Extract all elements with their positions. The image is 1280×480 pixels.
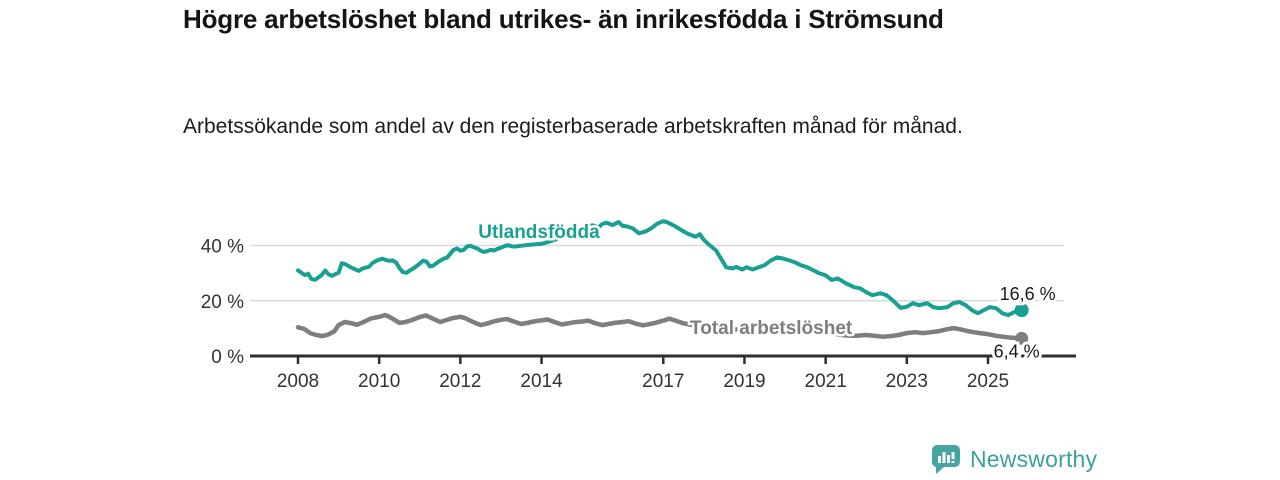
y-axis-tick-label: 20 %	[201, 292, 244, 313]
brand-footer: Newsworthy	[931, 444, 1097, 474]
series-end-dot	[1014, 303, 1029, 318]
x-axis-tick-label: 2010	[358, 371, 400, 392]
x-axis-tick-label: 2023	[886, 371, 928, 392]
x-axis-tick-label: 2017	[642, 371, 684, 392]
newsworthy-logo-icon	[931, 445, 960, 474]
series-end-value-label: 16,6 %	[1000, 284, 1056, 304]
brand-name: Newsworthy	[970, 445, 1098, 472]
x-axis-tick-label: 2008	[277, 371, 319, 392]
series-end-value-label: 6,4 %	[994, 341, 1040, 361]
series-line-utlandsfodda	[296, 219, 1024, 318]
series-name-label: Utlandsfödda	[478, 222, 600, 243]
series-name-label: Total arbetslöshet	[690, 318, 853, 339]
series-end-dot	[1015, 331, 1029, 345]
x-axis-tick-label: 2025	[967, 371, 1009, 392]
x-axis-tick-label: 2014	[520, 371, 563, 392]
y-axis-tick-label: 0 %	[211, 347, 244, 368]
x-axis-tick-label: 2019	[723, 371, 765, 392]
x-axis-tick-label: 2021	[805, 371, 847, 392]
chart-subtitle: Arbetssökande som andel av den registerb…	[183, 115, 963, 138]
series-line-total	[295, 312, 1024, 341]
y-axis-tick-label: 40 %	[201, 237, 244, 258]
chart-title: Högre arbetslöshet bland utrikes- än inr…	[183, 4, 944, 34]
x-axis-tick-label: 2012	[439, 371, 481, 392]
